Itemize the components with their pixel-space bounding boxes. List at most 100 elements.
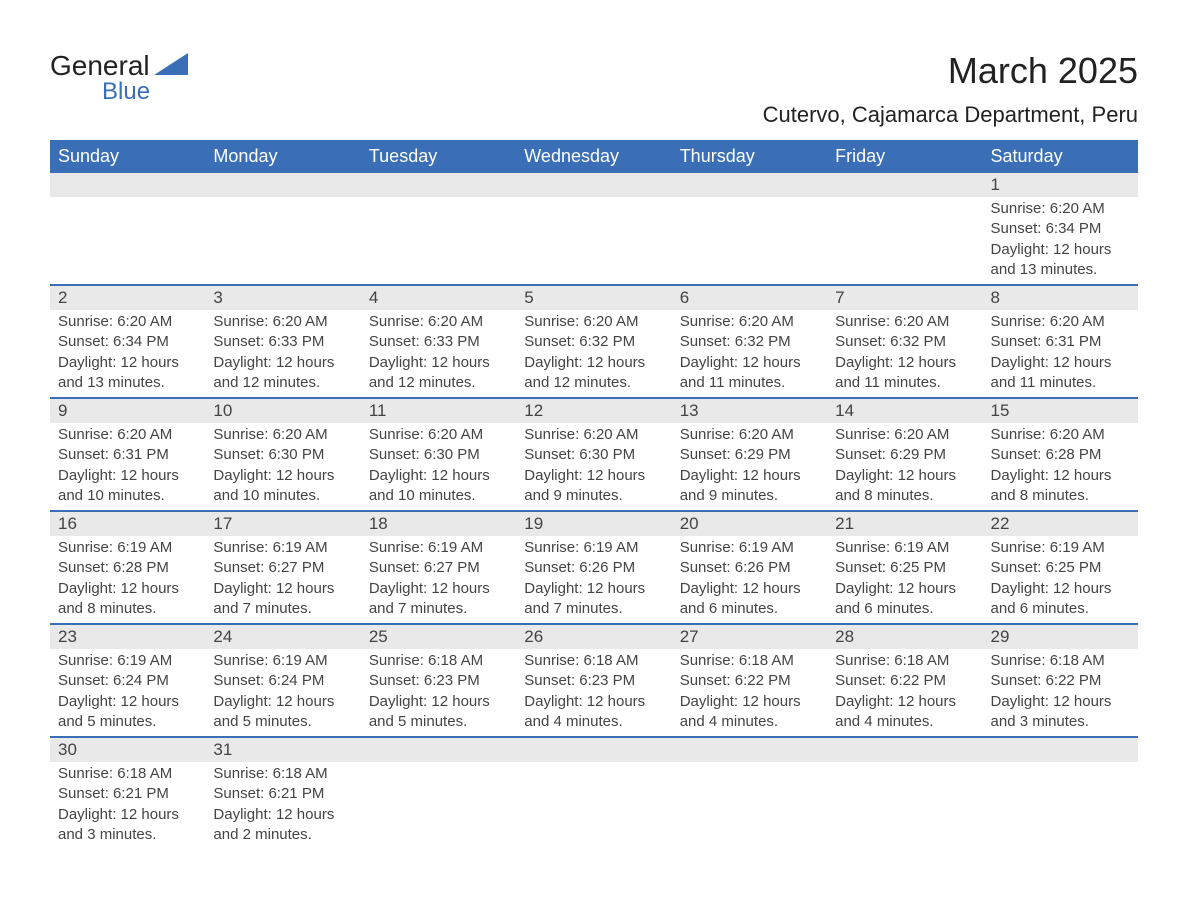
day-number-row: 9101112131415 bbox=[50, 399, 1138, 423]
daylight-text: Daylight: 12 hours and 7 minutes. bbox=[213, 579, 352, 620]
sunset-text: Sunset: 6:33 PM bbox=[369, 332, 508, 352]
sunrise-text: Sunrise: 6:19 AM bbox=[524, 538, 663, 558]
day-cell: Sunrise: 6:20 AMSunset: 6:30 PMDaylight:… bbox=[516, 423, 671, 510]
sunset-text: Sunset: 6:25 PM bbox=[991, 558, 1130, 578]
sunrise-text: Sunrise: 6:20 AM bbox=[835, 312, 974, 332]
day-cell: Sunrise: 6:20 AMSunset: 6:31 PMDaylight:… bbox=[983, 310, 1138, 397]
sunset-text: Sunset: 6:23 PM bbox=[369, 671, 508, 691]
sunset-text: Sunset: 6:22 PM bbox=[680, 671, 819, 691]
day-number-row: 23242526272829 bbox=[50, 625, 1138, 649]
sunset-text: Sunset: 6:27 PM bbox=[213, 558, 352, 578]
day-cell bbox=[361, 197, 516, 284]
day-cell: Sunrise: 6:20 AMSunset: 6:32 PMDaylight:… bbox=[672, 310, 827, 397]
week-row: 1Sunrise: 6:20 AMSunset: 6:34 PMDaylight… bbox=[50, 173, 1138, 284]
day-header-tuesday: Tuesday bbox=[361, 140, 516, 173]
sunset-text: Sunset: 6:22 PM bbox=[991, 671, 1130, 691]
day-cell: Sunrise: 6:18 AMSunset: 6:22 PMDaylight:… bbox=[983, 649, 1138, 736]
daylight-text: Daylight: 12 hours and 13 minutes. bbox=[991, 240, 1130, 281]
sunset-text: Sunset: 6:21 PM bbox=[58, 784, 197, 804]
sunset-text: Sunset: 6:26 PM bbox=[680, 558, 819, 578]
day-number: 10 bbox=[205, 399, 360, 423]
sunrise-text: Sunrise: 6:20 AM bbox=[991, 312, 1130, 332]
daylight-text: Daylight: 12 hours and 4 minutes. bbox=[680, 692, 819, 733]
day-cell bbox=[205, 197, 360, 284]
daylight-text: Daylight: 12 hours and 13 minutes. bbox=[58, 353, 197, 394]
sunrise-text: Sunrise: 6:19 AM bbox=[213, 651, 352, 671]
daylight-text: Daylight: 12 hours and 7 minutes. bbox=[524, 579, 663, 620]
sunrise-text: Sunrise: 6:18 AM bbox=[58, 764, 197, 784]
day-cell bbox=[672, 197, 827, 284]
day-number: 31 bbox=[205, 738, 360, 762]
day-number: 11 bbox=[361, 399, 516, 423]
sunrise-text: Sunrise: 6:20 AM bbox=[369, 425, 508, 445]
sunset-text: Sunset: 6:22 PM bbox=[835, 671, 974, 691]
daylight-text: Daylight: 12 hours and 10 minutes. bbox=[213, 466, 352, 507]
week-row: 2345678Sunrise: 6:20 AMSunset: 6:34 PMDa… bbox=[50, 284, 1138, 397]
sunset-text: Sunset: 6:32 PM bbox=[835, 332, 974, 352]
day-cell bbox=[516, 197, 671, 284]
day-number bbox=[827, 738, 982, 762]
day-header-wednesday: Wednesday bbox=[516, 140, 671, 173]
day-number-row: 2345678 bbox=[50, 286, 1138, 310]
day-number bbox=[827, 173, 982, 197]
sunset-text: Sunset: 6:32 PM bbox=[680, 332, 819, 352]
day-number: 21 bbox=[827, 512, 982, 536]
day-cell: Sunrise: 6:18 AMSunset: 6:23 PMDaylight:… bbox=[361, 649, 516, 736]
day-cell bbox=[361, 762, 516, 849]
sunrise-text: Sunrise: 6:20 AM bbox=[524, 312, 663, 332]
day-number: 16 bbox=[50, 512, 205, 536]
day-number: 27 bbox=[672, 625, 827, 649]
daylight-text: Daylight: 12 hours and 11 minutes. bbox=[835, 353, 974, 394]
day-number: 29 bbox=[983, 625, 1138, 649]
week-row: 16171819202122Sunrise: 6:19 AMSunset: 6:… bbox=[50, 510, 1138, 623]
day-number: 18 bbox=[361, 512, 516, 536]
title-block: March 2025 Cutervo, Cajamarca Department… bbox=[763, 50, 1138, 128]
day-number-row: 1 bbox=[50, 173, 1138, 197]
day-cell: Sunrise: 6:20 AMSunset: 6:29 PMDaylight:… bbox=[672, 423, 827, 510]
day-cell: Sunrise: 6:19 AMSunset: 6:27 PMDaylight:… bbox=[205, 536, 360, 623]
logo-text-blue: Blue bbox=[102, 78, 150, 106]
day-cell: Sunrise: 6:19 AMSunset: 6:25 PMDaylight:… bbox=[827, 536, 982, 623]
sunrise-text: Sunrise: 6:20 AM bbox=[835, 425, 974, 445]
sunrise-text: Sunrise: 6:20 AM bbox=[991, 425, 1130, 445]
day-header-thursday: Thursday bbox=[672, 140, 827, 173]
day-number bbox=[361, 738, 516, 762]
daylight-text: Daylight: 12 hours and 8 minutes. bbox=[58, 579, 197, 620]
sunrise-text: Sunrise: 6:18 AM bbox=[835, 651, 974, 671]
day-cell: Sunrise: 6:18 AMSunset: 6:21 PMDaylight:… bbox=[50, 762, 205, 849]
daylight-text: Daylight: 12 hours and 6 minutes. bbox=[680, 579, 819, 620]
sunset-text: Sunset: 6:29 PM bbox=[680, 445, 819, 465]
day-number: 25 bbox=[361, 625, 516, 649]
daylight-text: Daylight: 12 hours and 7 minutes. bbox=[369, 579, 508, 620]
daylight-text: Daylight: 12 hours and 4 minutes. bbox=[524, 692, 663, 733]
location: Cutervo, Cajamarca Department, Peru bbox=[763, 102, 1138, 128]
day-number: 22 bbox=[983, 512, 1138, 536]
day-number: 3 bbox=[205, 286, 360, 310]
day-cell: Sunrise: 6:18 AMSunset: 6:21 PMDaylight:… bbox=[205, 762, 360, 849]
month-title: March 2025 bbox=[763, 50, 1138, 92]
day-cell: Sunrise: 6:20 AMSunset: 6:32 PMDaylight:… bbox=[516, 310, 671, 397]
daylight-text: Daylight: 12 hours and 2 minutes. bbox=[213, 805, 352, 846]
day-cell: Sunrise: 6:20 AMSunset: 6:29 PMDaylight:… bbox=[827, 423, 982, 510]
sunrise-text: Sunrise: 6:19 AM bbox=[58, 538, 197, 558]
day-body-row: Sunrise: 6:18 AMSunset: 6:21 PM Daylight:… bbox=[50, 762, 1138, 849]
sunset-text: Sunset: 6:31 PM bbox=[991, 332, 1130, 352]
sunset-text: Sunset: 6:27 PM bbox=[369, 558, 508, 578]
day-number: 30 bbox=[50, 738, 205, 762]
daylight-text: Daylight: 12 hours and 12 minutes. bbox=[524, 353, 663, 394]
daylight-text: Daylight: 12 hours and 11 minutes. bbox=[680, 353, 819, 394]
day-cell: Sunrise: 6:20 AMSunset: 6:30 PMDaylight:… bbox=[205, 423, 360, 510]
day-number: 1 bbox=[983, 173, 1138, 197]
day-cell: Sunrise: 6:18 AMSunset: 6:23 PMDaylight:… bbox=[516, 649, 671, 736]
day-cell: Sunrise: 6:19 AMSunset: 6:26 PMDaylight:… bbox=[516, 536, 671, 623]
day-number bbox=[672, 738, 827, 762]
sunrise-text: Sunrise: 6:19 AM bbox=[835, 538, 974, 558]
day-header-monday: Monday bbox=[205, 140, 360, 173]
day-number: 5 bbox=[516, 286, 671, 310]
sunset-text: Sunset: 6:34 PM bbox=[58, 332, 197, 352]
sunrise-text: Sunrise: 6:19 AM bbox=[991, 538, 1130, 558]
sunrise-text: Sunrise: 6:20 AM bbox=[213, 425, 352, 445]
day-header-friday: Friday bbox=[827, 140, 982, 173]
sunrise-text: Sunrise: 6:20 AM bbox=[991, 199, 1130, 219]
day-body-row: Sunrise: 6:19 AMSunset: 6:28 PMDaylight:… bbox=[50, 536, 1138, 623]
